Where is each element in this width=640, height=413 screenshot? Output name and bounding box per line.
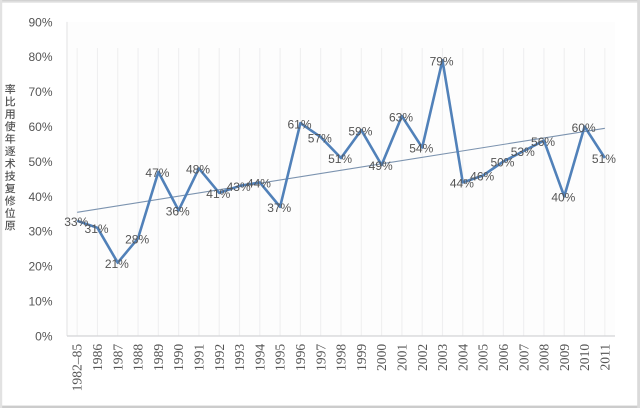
svg-text:50%: 50% [490, 156, 514, 170]
svg-text:1993: 1993 [232, 344, 247, 371]
svg-text:60%: 60% [28, 120, 52, 134]
svg-text:1998: 1998 [334, 344, 349, 371]
svg-text:46%: 46% [470, 170, 494, 184]
svg-text:2011: 2011 [597, 344, 612, 371]
svg-text:2008: 2008 [537, 344, 552, 371]
svg-text:28%: 28% [125, 232, 149, 246]
svg-text:10%: 10% [28, 295, 52, 309]
svg-text:43%: 43% [227, 180, 251, 194]
svg-text:47%: 47% [145, 166, 169, 180]
svg-text:51%: 51% [328, 152, 352, 166]
svg-text:61%: 61% [287, 117, 311, 131]
svg-text:2010: 2010 [577, 344, 592, 371]
svg-text:1987: 1987 [110, 344, 125, 371]
svg-text:1982–85: 1982–85 [70, 344, 85, 392]
svg-text:31%: 31% [85, 222, 109, 236]
svg-text:2007: 2007 [516, 344, 531, 371]
svg-text:20%: 20% [28, 260, 52, 274]
svg-text:60%: 60% [572, 121, 596, 135]
svg-text:2009: 2009 [557, 344, 572, 371]
svg-text:51%: 51% [592, 152, 616, 166]
svg-text:1997: 1997 [313, 344, 328, 371]
svg-text:54%: 54% [409, 142, 433, 156]
svg-text:0%: 0% [35, 329, 53, 343]
svg-text:1995: 1995 [273, 344, 288, 371]
svg-text:2001: 2001 [394, 344, 409, 371]
svg-text:48%: 48% [186, 163, 210, 177]
svg-text:36%: 36% [166, 205, 190, 219]
svg-text:1999: 1999 [354, 344, 369, 371]
svg-text:44%: 44% [450, 177, 474, 191]
svg-text:59%: 59% [348, 124, 372, 138]
svg-text:40%: 40% [28, 190, 52, 204]
svg-text:49%: 49% [369, 159, 393, 173]
svg-text:2006: 2006 [496, 344, 511, 371]
svg-text:70%: 70% [28, 85, 52, 99]
svg-text:2004: 2004 [455, 344, 470, 371]
svg-text:40%: 40% [551, 191, 575, 205]
svg-text:56%: 56% [531, 135, 555, 149]
svg-text:80%: 80% [28, 50, 52, 64]
svg-text:1989: 1989 [151, 344, 166, 371]
svg-text:53%: 53% [511, 145, 535, 159]
svg-text:41%: 41% [206, 187, 230, 201]
svg-text:2003: 2003 [435, 344, 450, 371]
svg-text:44%: 44% [247, 177, 271, 191]
svg-text:1988: 1988 [131, 344, 146, 371]
svg-text:50%: 50% [28, 155, 52, 169]
svg-text:2000: 2000 [374, 344, 389, 371]
svg-text:63%: 63% [389, 110, 413, 124]
svg-text:21%: 21% [105, 257, 129, 271]
svg-text:79%: 79% [430, 54, 454, 68]
svg-text:1992: 1992 [212, 344, 227, 371]
svg-text:33%: 33% [64, 215, 88, 229]
svg-text:30%: 30% [28, 225, 52, 239]
svg-text:2002: 2002 [415, 344, 430, 371]
svg-text:37%: 37% [267, 201, 291, 215]
svg-text:1986: 1986 [90, 344, 105, 371]
svg-text:1996: 1996 [293, 344, 308, 371]
svg-text:1991: 1991 [192, 344, 207, 371]
svg-text:90%: 90% [28, 15, 52, 29]
svg-text:57%: 57% [308, 131, 332, 145]
svg-text:1990: 1990 [171, 344, 186, 371]
svg-text:2005: 2005 [476, 344, 491, 371]
svg-text:1994: 1994 [252, 344, 267, 371]
